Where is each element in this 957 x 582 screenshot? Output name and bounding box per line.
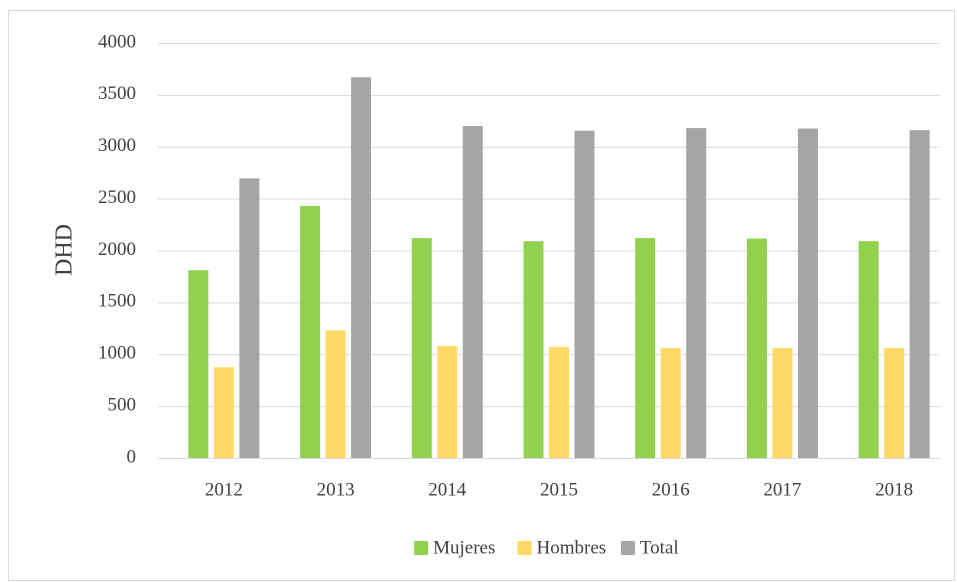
bar: [351, 77, 372, 459]
y-tick-label: 2500: [98, 187, 136, 208]
bar: [549, 346, 569, 458]
bar: [635, 238, 656, 458]
legend-swatch: [620, 541, 635, 555]
bar: [660, 348, 681, 458]
bar: [437, 345, 458, 458]
bar: [884, 348, 905, 458]
bar: [411, 238, 432, 458]
x-tick-label: 2016: [652, 479, 690, 500]
bar: [909, 130, 930, 458]
legend-label: Hombres: [537, 537, 607, 558]
bar: [213, 367, 234, 458]
y-tick-label: 500: [108, 394, 137, 415]
legend-swatch: [414, 541, 429, 555]
bar: [746, 238, 767, 458]
x-tick-label: 2018: [875, 479, 913, 500]
x-tick-label: 2012: [205, 479, 243, 500]
y-tick-label: 4000: [98, 31, 136, 52]
bar: [772, 348, 793, 458]
y-axis-label: DHD: [52, 224, 78, 276]
y-tick-label: 1500: [98, 291, 136, 312]
x-tick-label: 2017: [763, 479, 801, 500]
x-tick-label: 2013: [317, 479, 355, 500]
y-tick-label: 0: [127, 446, 137, 467]
legend-label: Total: [640, 537, 679, 558]
bar: [797, 128, 818, 458]
legend-label: Mujeres: [433, 537, 495, 558]
bar: [239, 178, 260, 459]
bar: [523, 241, 544, 458]
legend-swatch: [517, 541, 532, 555]
y-tick-label: 1000: [98, 343, 136, 364]
bar: [462, 126, 483, 458]
bar: [858, 241, 879, 458]
x-tick-label: 2015: [540, 479, 578, 500]
bar: [188, 270, 209, 458]
y-tick-label: 3000: [98, 135, 136, 156]
bar: [325, 330, 346, 458]
bar: [574, 130, 595, 458]
x-tick-label: 2014: [428, 479, 467, 500]
y-tick-label: 2000: [98, 239, 136, 260]
y-tick-label: 3500: [98, 83, 136, 104]
bar: [300, 205, 321, 458]
bar: [686, 128, 707, 458]
